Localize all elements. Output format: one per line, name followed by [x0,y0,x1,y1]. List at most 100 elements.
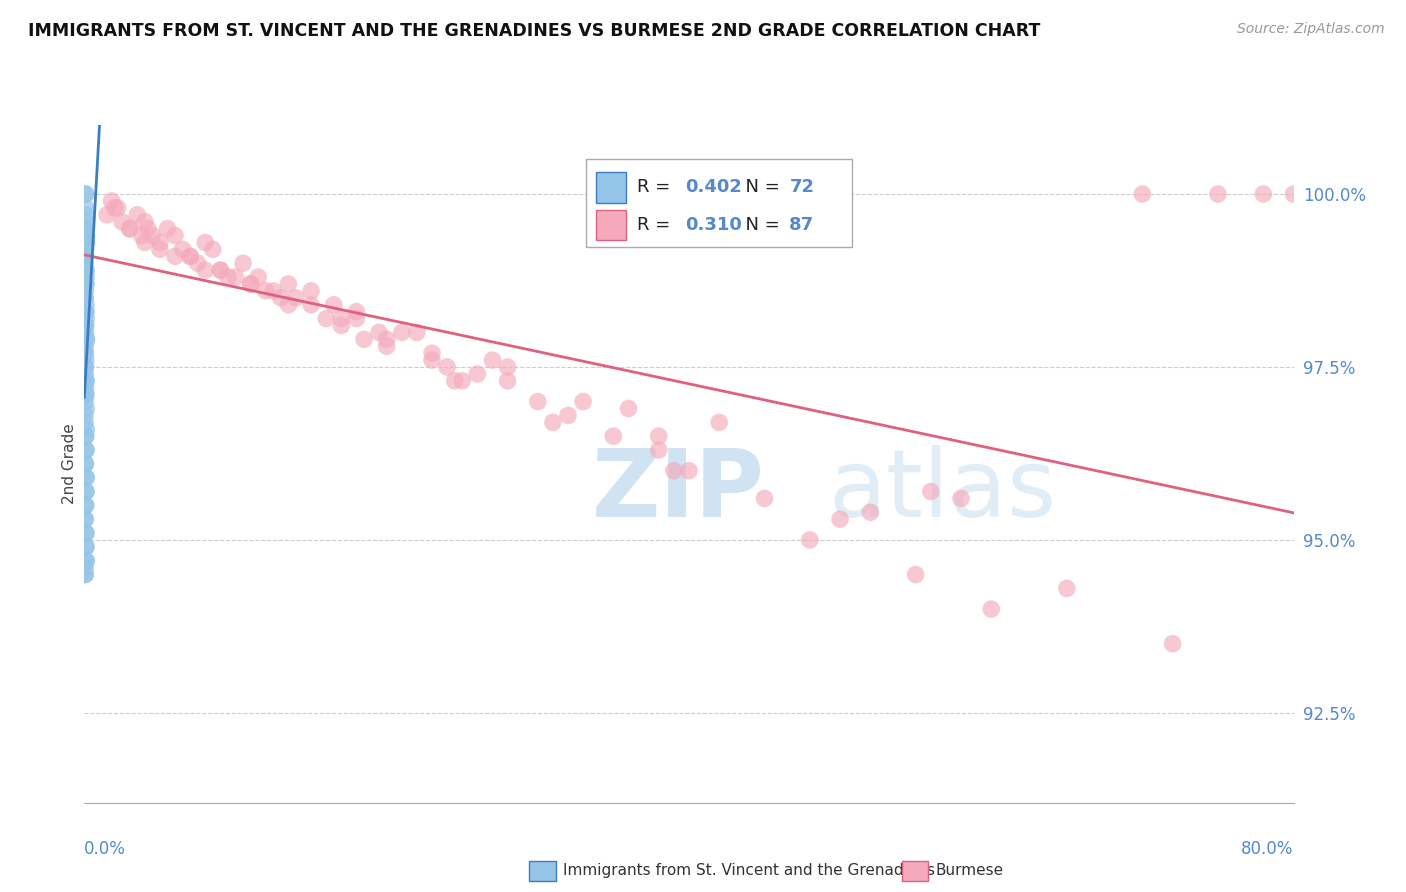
Point [75,429,97,443]
Point [527,394,550,409]
Point [165,249,187,263]
Y-axis label: 2nd Grade: 2nd Grade [62,424,77,504]
Point [136,221,159,235]
Point [75,284,97,298]
Point [420,353,443,368]
Point [75,249,97,263]
Point [75,381,97,395]
Text: R =: R = [637,178,676,196]
Point [239,277,262,291]
Point [75,540,97,554]
FancyBboxPatch shape [586,159,852,247]
Point [75,540,97,554]
Text: Immigrants from St. Vincent and the Grenadines: Immigrants from St. Vincent and the Gren… [564,863,935,878]
Point [75,387,97,401]
Point [799,533,821,547]
Point [75,374,97,388]
Point [436,359,458,374]
Point [420,346,443,360]
Point [262,284,284,298]
Point [443,374,465,388]
Point [75,442,97,457]
Point [75,304,97,318]
Point [1130,187,1153,202]
Point [107,201,129,215]
Point [75,387,97,401]
FancyBboxPatch shape [596,210,626,240]
Text: atlas: atlas [828,445,1056,537]
Point [830,512,852,526]
Point [572,394,595,409]
Point [104,201,127,215]
FancyBboxPatch shape [901,861,928,881]
Point [76,228,98,243]
Point [232,256,254,270]
Point [346,304,368,318]
Point [75,394,97,409]
Point [75,471,97,485]
Point [75,291,97,305]
Point [1206,187,1229,202]
Point [602,429,624,443]
Point [75,512,97,526]
Point [75,409,97,423]
Point [75,457,97,471]
Point [451,374,474,388]
Point [375,332,398,346]
Point [322,298,344,312]
Point [75,484,97,499]
Point [75,484,97,499]
Point [368,326,391,340]
Point [75,249,97,263]
Text: ZIP: ZIP [592,445,765,537]
Point [75,228,97,243]
Point [172,243,194,257]
Point [75,318,97,333]
Point [557,409,579,423]
Point [75,442,97,457]
Text: 0.402: 0.402 [685,178,742,196]
Point [75,554,97,568]
Text: IMMIGRANTS FROM ST. VINCENT AND THE GRENADINES VS BURMESE 2ND GRADE CORRELATION : IMMIGRANTS FROM ST. VINCENT AND THE GREN… [28,22,1040,40]
Point [75,359,97,374]
Point [217,270,239,285]
Point [617,401,640,416]
Point [391,326,413,340]
Point [247,270,270,285]
Point [75,215,97,229]
Point [75,311,97,326]
Point [179,249,201,263]
Text: Burmese: Burmese [935,863,1004,878]
Point [187,256,209,270]
Text: 80.0%: 80.0% [1241,840,1294,858]
Point [75,277,97,291]
Point [209,263,232,277]
Text: Source: ZipAtlas.com: Source: ZipAtlas.com [1237,22,1385,37]
Point [75,401,97,416]
Point [467,367,489,381]
Point [754,491,776,506]
Point [950,491,973,506]
Point [156,221,179,235]
Point [496,374,519,388]
Point [481,353,503,368]
Point [662,464,685,478]
Point [149,235,172,250]
Point [75,208,97,222]
Point [330,318,353,333]
Point [75,512,97,526]
Point [75,235,97,250]
Point [406,326,429,340]
Point [1282,187,1305,202]
Point [165,228,187,243]
Point [75,415,97,429]
Point [75,429,97,443]
Text: N =: N = [734,178,785,196]
Point [194,263,217,277]
Point [118,221,141,235]
Point [1251,187,1274,202]
Point [75,270,97,285]
Point [75,263,97,277]
Point [127,208,149,222]
Point [904,567,927,582]
